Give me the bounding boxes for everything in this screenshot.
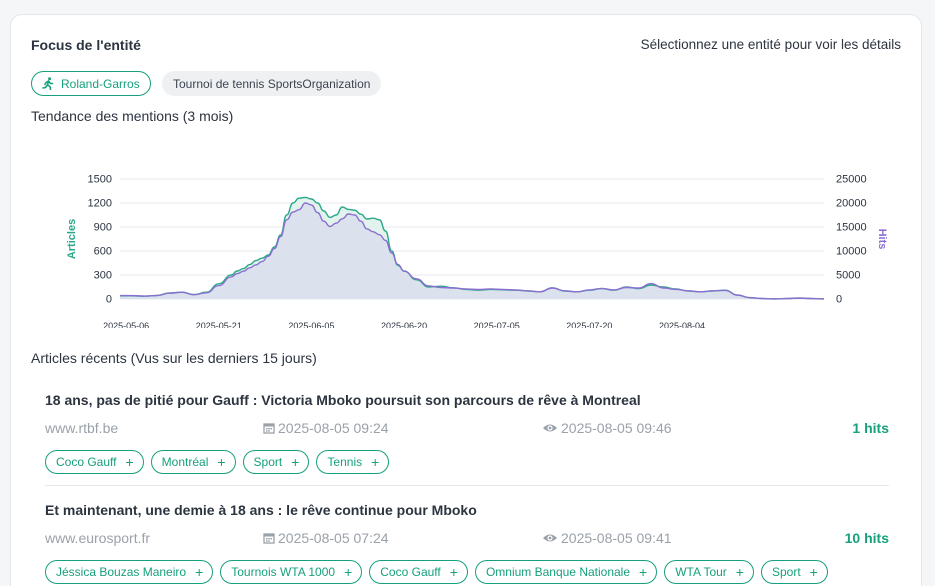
published-date: 2025-08-05 07:24: [263, 530, 389, 546]
plus-icon[interactable]: +: [639, 564, 648, 580]
y-left-tick-label: 300: [94, 270, 112, 282]
calendar-icon: [263, 533, 275, 544]
tag-label: Coco Gauff: [380, 565, 441, 579]
published-date: 2025-08-05 09:24: [263, 420, 389, 436]
tag-label: Sport: [771, 565, 801, 579]
tag-label: Coco Gauff: [56, 455, 117, 469]
tag-label: Jéssica Bouzas Maneiro: [56, 565, 187, 579]
entity-tag[interactable]: Tennis +: [316, 450, 390, 474]
trend-title: Tendance des mentions (3 mois): [31, 108, 234, 124]
entity-tags: Jéssica Bouzas Maneiro + Tournois WTA 100…: [45, 560, 828, 584]
seen-date-text: 2025-08-05 09:41: [561, 530, 672, 546]
mentions-trend-chart: 0 300 600 900 1200 1500 0 5000 10000 15000 20000 25…: [31, 143, 891, 332]
tag-label: WTA Tour: [675, 565, 727, 579]
y-left-tick-label: 0: [106, 294, 112, 306]
running-person-icon: [42, 77, 54, 90]
y-right-tick-label: 10000: [836, 246, 867, 258]
y-left-tick-label: 1200: [88, 198, 112, 210]
tag-label: Tournois WTA 1000: [231, 565, 336, 579]
article-divider: [45, 485, 889, 486]
entity-tags: Coco Gauff + Montréal + Sport + Tennis +: [45, 450, 390, 474]
entity-name: Roland-Garros: [61, 76, 140, 91]
x-tick-label: 2025-05-06: [103, 321, 149, 328]
x-tick-label: 2025-07-20: [566, 321, 612, 328]
y-right-tick-label: 25000: [836, 174, 867, 186]
seen-date: 2025-08-05 09:41: [542, 530, 672, 546]
plus-icon[interactable]: +: [449, 564, 458, 580]
tag-label: Montréal: [161, 455, 209, 469]
plus-icon[interactable]: +: [371, 454, 380, 470]
article-source[interactable]: www.eurosport.fr: [45, 530, 151, 546]
y-right-tick-label: 0: [836, 294, 842, 306]
y-right-tick-label: 20000: [836, 198, 867, 210]
y-right-axis-label: Hits: [876, 229, 888, 250]
eye-icon: [543, 534, 557, 542]
entity-tag[interactable]: Coco Gauff +: [369, 560, 468, 584]
recent-articles-title: Articles récents (Vus sur les derniers 1…: [31, 350, 317, 366]
plus-icon[interactable]: +: [735, 564, 744, 580]
entity-tag[interactable]: WTA Tour +: [664, 560, 754, 584]
tag-label: Sport: [253, 455, 283, 469]
x-tick-label: 2025-08-04: [659, 321, 705, 328]
y-left-tick-label: 1500: [88, 174, 112, 186]
select-entity-hint: Sélectionnez une entité pour voir les dé…: [640, 37, 901, 52]
plus-icon[interactable]: +: [344, 564, 353, 580]
hits-area: [120, 203, 824, 299]
article-title[interactable]: 18 ans, pas de pitié pour Gauff : Victor…: [45, 392, 641, 408]
plus-icon[interactable]: +: [125, 454, 134, 470]
entity-tag[interactable]: Sport +: [242, 450, 310, 474]
plus-icon[interactable]: +: [195, 564, 204, 580]
entity-chip[interactable]: Roland-Garros: [31, 71, 151, 96]
plus-icon[interactable]: +: [291, 454, 300, 470]
article-title[interactable]: Et maintenant, une demie à 18 ans : le r…: [45, 502, 477, 518]
published-date-text: 2025-08-05 09:24: [278, 420, 389, 436]
y-left-axis-label: Articles: [66, 219, 78, 259]
hits-count: 10 hits: [844, 530, 889, 546]
entity-tag[interactable]: Coco Gauff +: [45, 450, 144, 474]
y-left-tick-label: 900: [94, 222, 112, 234]
x-tick-label: 2025-06-05: [288, 321, 334, 328]
seen-date-text: 2025-08-05 09:46: [561, 420, 672, 436]
y-left-tick-label: 600: [94, 246, 112, 258]
entity-tag[interactable]: Omnium Banque Nationale +: [474, 560, 658, 584]
entity-focus-card: Focus de l'entité Sélectionnez une entit…: [10, 14, 922, 586]
entity-tag[interactable]: Tournois WTA 1000 +: [220, 560, 363, 584]
card-title: Focus de l'entité: [31, 37, 141, 53]
entity-tag[interactable]: Jéssica Bouzas Maneiro +: [45, 560, 214, 584]
article-source[interactable]: www.rtbf.be: [45, 420, 119, 436]
entity-type-badge: Tournoi de tennis SportsOrganization: [162, 71, 382, 96]
hits-series-line: [120, 202, 825, 300]
published-date-text: 2025-08-05 07:24: [278, 530, 389, 546]
y-right-tick-label: 5000: [836, 270, 860, 282]
entity-tag[interactable]: Sport +: [760, 560, 828, 584]
x-tick-label: 2025-06-20: [381, 321, 427, 328]
x-tick-label: 2025-05-21: [196, 321, 242, 328]
trend-chart-svg: 0300600900120015000500010000150002000025…: [66, 174, 888, 332]
plus-icon[interactable]: +: [217, 454, 226, 470]
eye-icon: [543, 424, 557, 432]
x-tick-label: 2025-07-05: [474, 321, 520, 328]
seen-date: 2025-08-05 09:46: [542, 420, 672, 436]
hits-count: 1 hits: [852, 420, 889, 436]
tag-label: Tennis: [327, 455, 363, 469]
y-right-tick-label: 15000: [836, 222, 867, 234]
calendar-icon: [263, 423, 275, 434]
tag-label: Omnium Banque Nationale: [485, 565, 631, 579]
entity-tag[interactable]: Montréal +: [150, 450, 236, 474]
plus-icon[interactable]: +: [809, 564, 818, 580]
